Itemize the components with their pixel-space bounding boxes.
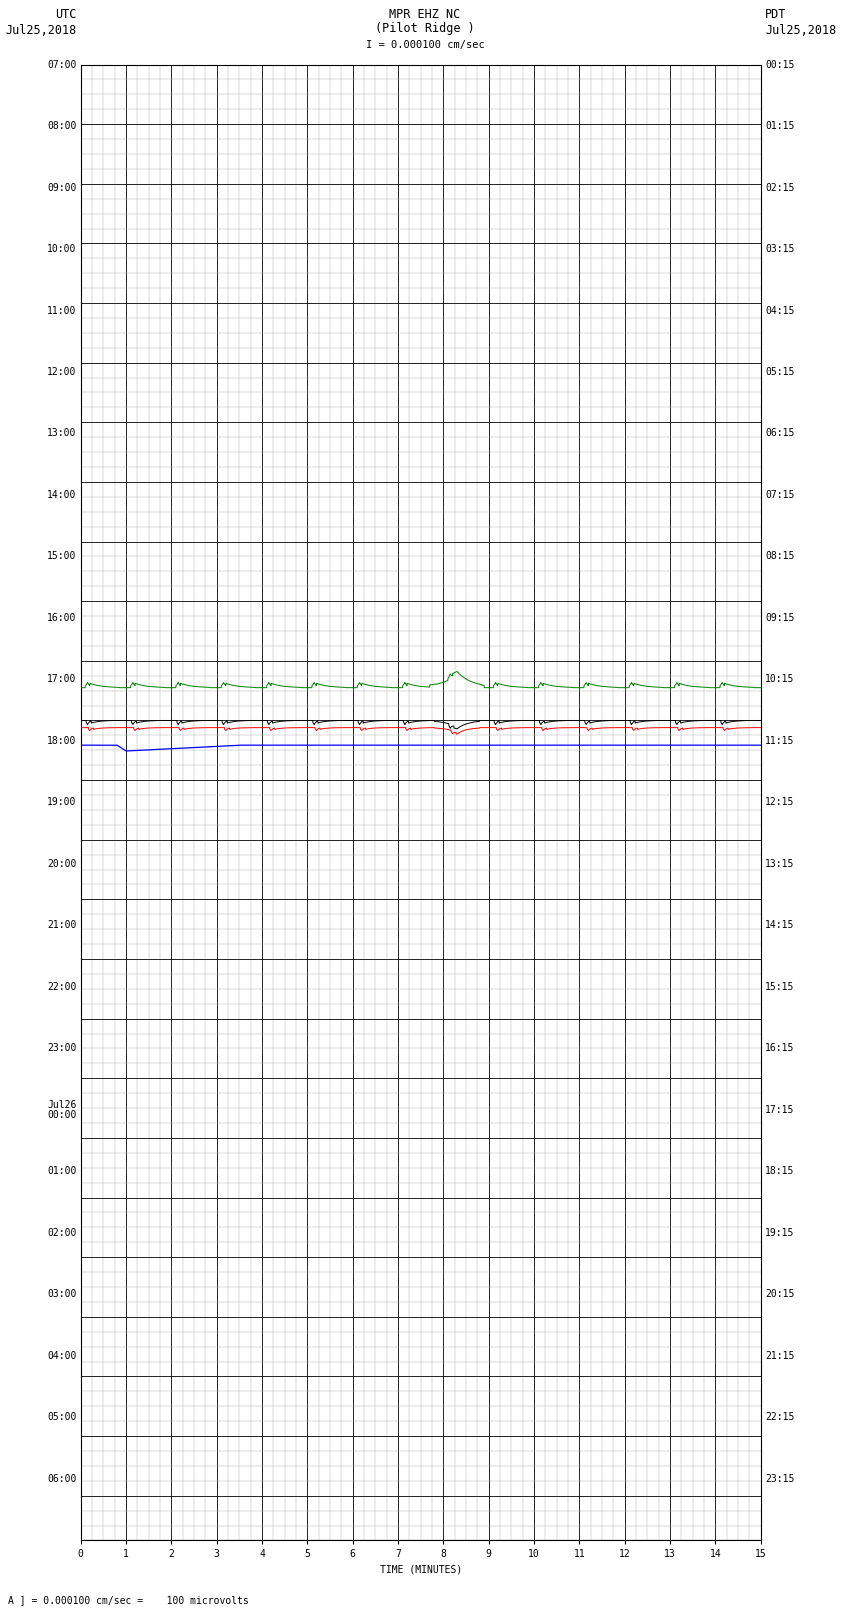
- Text: (Pilot Ridge ): (Pilot Ridge ): [375, 23, 475, 35]
- Text: 13:00: 13:00: [47, 429, 76, 439]
- Text: 05:00: 05:00: [47, 1413, 76, 1423]
- Text: 21:00: 21:00: [47, 921, 76, 931]
- Text: 09:15: 09:15: [765, 613, 795, 623]
- Text: 16:15: 16:15: [765, 1044, 795, 1053]
- Text: I = 0.000100 cm/sec: I = 0.000100 cm/sec: [366, 40, 484, 50]
- Text: UTC: UTC: [55, 8, 76, 21]
- Text: Jul25,2018: Jul25,2018: [765, 24, 836, 37]
- Text: 08:00: 08:00: [47, 121, 76, 131]
- Text: 10:00: 10:00: [47, 244, 76, 253]
- Text: 03:00: 03:00: [47, 1289, 76, 1300]
- Text: 09:00: 09:00: [47, 182, 76, 192]
- Text: 18:00: 18:00: [47, 736, 76, 745]
- Text: 11:15: 11:15: [765, 736, 795, 745]
- Text: 23:00: 23:00: [47, 1044, 76, 1053]
- Text: Jul25,2018: Jul25,2018: [5, 24, 76, 37]
- Text: 01:15: 01:15: [765, 121, 795, 131]
- Text: 14:00: 14:00: [47, 490, 76, 500]
- Text: 12:15: 12:15: [765, 797, 795, 808]
- Text: 15:00: 15:00: [47, 552, 76, 561]
- Text: 19:15: 19:15: [765, 1227, 795, 1237]
- Text: 21:15: 21:15: [765, 1352, 795, 1361]
- Text: PDT: PDT: [765, 8, 786, 21]
- X-axis label: TIME (MINUTES): TIME (MINUTES): [380, 1565, 462, 1574]
- Text: 02:15: 02:15: [765, 182, 795, 192]
- Text: 03:15: 03:15: [765, 244, 795, 253]
- Text: 22:15: 22:15: [765, 1413, 795, 1423]
- Text: 20:15: 20:15: [765, 1289, 795, 1300]
- Text: 05:15: 05:15: [765, 368, 795, 377]
- Text: 04:15: 04:15: [765, 305, 795, 316]
- Text: 08:15: 08:15: [765, 552, 795, 561]
- Text: 07:15: 07:15: [765, 490, 795, 500]
- Text: 22:00: 22:00: [47, 982, 76, 992]
- Text: 17:15: 17:15: [765, 1105, 795, 1115]
- Text: 16:00: 16:00: [47, 613, 76, 623]
- Text: MPR EHZ NC: MPR EHZ NC: [389, 8, 461, 21]
- Text: 00:15: 00:15: [765, 60, 795, 69]
- Text: A ] = 0.000100 cm/sec =    100 microvolts: A ] = 0.000100 cm/sec = 100 microvolts: [8, 1595, 249, 1605]
- Text: 04:00: 04:00: [47, 1352, 76, 1361]
- Text: 13:15: 13:15: [765, 860, 795, 869]
- Text: 17:00: 17:00: [47, 674, 76, 684]
- Text: 18:15: 18:15: [765, 1166, 795, 1176]
- Text: 23:15: 23:15: [765, 1474, 795, 1484]
- Text: 01:00: 01:00: [47, 1166, 76, 1176]
- Text: 10:15: 10:15: [765, 674, 795, 684]
- Text: 00:00: 00:00: [47, 1110, 76, 1119]
- Text: 12:00: 12:00: [47, 368, 76, 377]
- Text: 15:15: 15:15: [765, 982, 795, 992]
- Text: 07:00: 07:00: [47, 60, 76, 69]
- Text: 02:00: 02:00: [47, 1227, 76, 1237]
- Text: 14:15: 14:15: [765, 921, 795, 931]
- Text: 20:00: 20:00: [47, 860, 76, 869]
- Text: 06:00: 06:00: [47, 1474, 76, 1484]
- Text: 11:00: 11:00: [47, 305, 76, 316]
- Text: Jul26: Jul26: [47, 1100, 76, 1110]
- Text: 19:00: 19:00: [47, 797, 76, 808]
- Text: 06:15: 06:15: [765, 429, 795, 439]
